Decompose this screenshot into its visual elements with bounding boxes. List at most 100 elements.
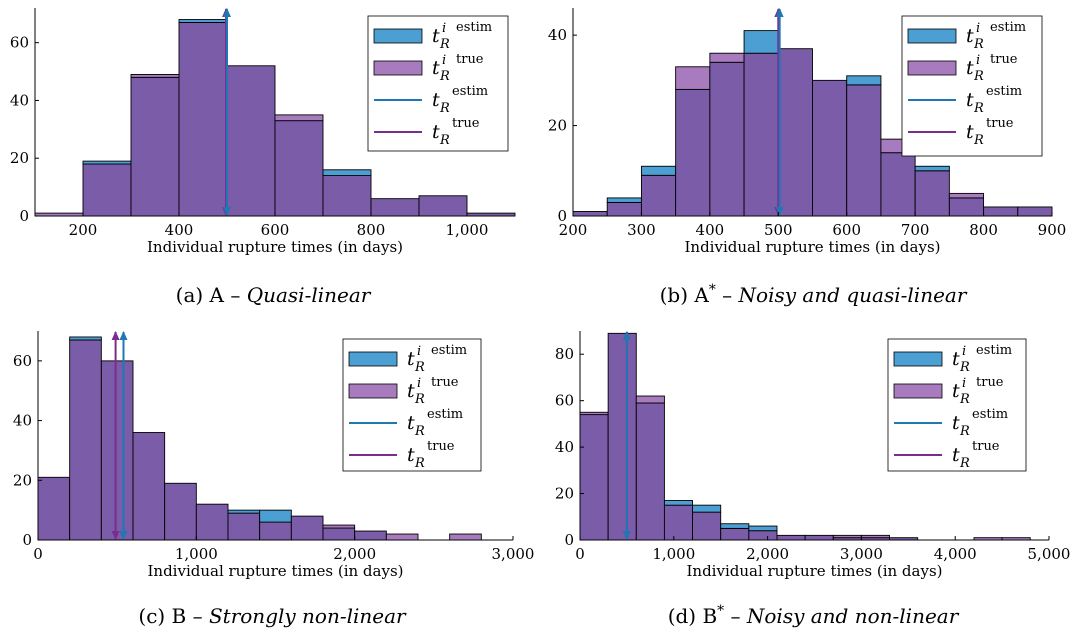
x-tick-label: 1,000 [652,545,695,563]
caption-italic: Quasi-linear [247,283,372,307]
y-tick-label: 40 [10,91,29,109]
chart-panel-c: 0 20 40 60 0 1,000 2,000 3,000 Individual ruptur… [13,331,534,628]
hist-bar-overlap [572,211,608,217]
hist-bar-estim [178,19,228,23]
legend-sup: true [976,375,1004,390]
hist-bar-overlap [132,432,166,541]
hist-bar-overlap [606,201,642,217]
vline-t-R-true-arrow-up [111,331,120,340]
hist-bar-overlap [812,79,848,217]
hist-bar-true [579,411,609,416]
y-tick-label: 40 [555,438,574,456]
hist-bar-overlap [635,402,665,541]
legend-t: t [966,57,974,79]
legend-estim-hist-swatch [907,28,957,44]
y-tick-label: 20 [548,117,567,135]
legend-t: t [432,57,440,79]
x-tick-label: 4,000 [934,545,977,563]
vline-t-R-estim-arrow-down [119,531,128,540]
hist-bar-overlap [290,515,324,541]
caption-dash: – [716,283,739,307]
legend-true-hist-swatch [907,60,957,76]
hist-bar-estim [606,197,642,203]
hist-bar-overlap [804,534,834,541]
legend-sup: estim [990,20,1026,35]
hist-bar-overlap [709,61,745,217]
y-tick-label: 20 [13,471,32,489]
hist-bar-overlap [983,206,1019,217]
x-axis-label: Individual rupture times (in days) [686,562,942,580]
legend-sup: estim [976,343,1012,358]
hist-bar-overlap [274,120,324,217]
hist-bar-true [709,52,745,63]
vline-t-R-estim-arrow-up [223,8,231,17]
hist-bar-overlap [164,482,197,541]
legend-sub-R: R [439,37,450,52]
hist-bar-true [973,537,1003,541]
x-tick-label: 400 [165,221,194,239]
caption-star: * [717,603,724,619]
x-tick-label: 200 [559,221,588,239]
hist-bar-true [1001,537,1031,541]
y-tick-label: 60 [10,34,29,52]
x-tick-label: 0 [33,545,43,563]
legend-t: t [432,121,440,143]
hist-bar-true [385,533,419,541]
y-tick-label: 0 [19,207,29,225]
hist-bar-overlap [130,76,180,217]
x-tick-label: 400 [696,221,725,239]
hist-bar-overlap [466,212,516,217]
hist-bar-overlap [82,163,132,217]
legend-sup-i: i [442,21,446,36]
vline-t-R-estim-arrow-down [622,531,631,540]
hist-bar-overlap [743,52,779,217]
hist-bar-estim [743,30,779,54]
x-tick-label: 700 [901,221,930,239]
y-tick-label: 60 [555,392,574,410]
chart-panel-b: 0 20 40 200 300 400 500 600 700 800 900 Individual … [548,8,1066,307]
legend-sub-R: R [959,392,970,407]
caption-prefix: (d) B [668,604,717,628]
hist-bar-overlap [227,512,261,541]
x-tick-label: 2,000 [746,545,789,563]
hist-bar-overlap [720,527,750,541]
legend-sup: estim [972,407,1008,422]
x-tick-label: 800 [357,221,386,239]
x-tick-label: 900 [1038,221,1067,239]
legend-sup: true [990,52,1018,67]
legend-t: t [952,444,960,466]
hist-bar-true [449,533,482,541]
hist-bar-estim [640,165,677,176]
caption: (a) A – Quasi-linear [176,283,372,307]
hist-bar-estim [227,509,261,514]
x-tick-label: 600 [261,221,290,239]
caption: (b) A* – Noisy and quasi-linear [660,282,968,307]
legend-true-hist-swatch [348,383,398,399]
hist-bar-overlap [259,521,292,541]
y-tick-label: 40 [548,26,567,44]
legend-sup-i: i [976,21,980,36]
hist-bar-estim [720,523,750,529]
hist-bar-estim [846,75,882,86]
legend-t: t [407,444,415,466]
hist-bar-overlap [748,530,778,541]
caption-star: * [709,282,716,298]
hist-bar-estim [663,500,694,506]
hist-bar-true [130,73,180,78]
hist-bar-estim [259,509,292,523]
legend-true-hist-swatch [893,383,943,399]
chart-panel-a: 0 20 40 60 200 400 600 800 1,000 Individual ruptu… [10,8,516,307]
legend-sub-R: R [959,360,970,375]
y-tick-label: 20 [555,485,574,503]
vline-t-R-estim-arrow-up [622,331,631,340]
caption-prefix: (b) A [660,283,710,307]
hist-bar-overlap [776,534,806,541]
y-tick-label: 80 [555,345,574,363]
hist-bar-overlap [914,170,950,217]
legend-t: t [966,89,974,111]
legend-t: t [952,380,960,402]
